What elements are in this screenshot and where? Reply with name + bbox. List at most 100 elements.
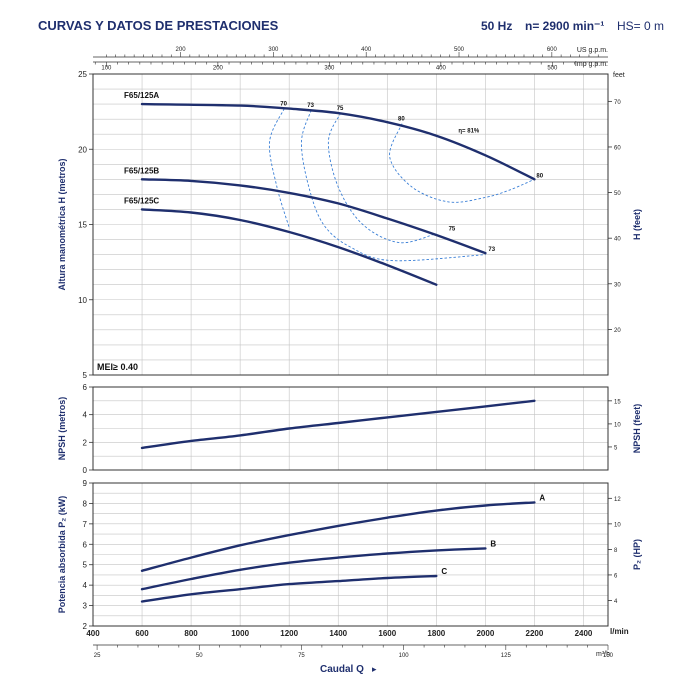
y2-tick-label: 10 xyxy=(614,522,621,528)
feet-unit-label: feet xyxy=(613,72,625,79)
y-tick-label: 8 xyxy=(83,499,88,508)
usgpm-unit-label: US g.p.m. xyxy=(577,47,608,54)
y-tick-label: 9 xyxy=(83,479,88,488)
m3h-tick-label: 150 xyxy=(603,653,614,659)
y2-tick-label: 60 xyxy=(614,145,621,151)
y-axis-label: NPSH (metros) xyxy=(57,397,67,461)
npsh-panel: 0 2 4 6 5 10 15 NPSH (metros) NPSH (feet) xyxy=(57,383,642,475)
panel-frame xyxy=(92,482,609,627)
m3h-tick-label: 100 xyxy=(399,653,410,659)
efficiency-end-label: 80 xyxy=(536,173,543,179)
efficiency-curve-70 xyxy=(268,108,290,228)
impgpm-tick-label: 300 xyxy=(324,66,335,72)
impgpm-tick-label: 400 xyxy=(436,66,447,72)
lmin-tick-label: 1000 xyxy=(231,629,249,638)
y-tick-label: 4 xyxy=(83,411,88,420)
m3h-tick-label: 75 xyxy=(298,653,305,659)
series-label: F65/125C xyxy=(124,196,159,205)
lmin-tick-label: 600 xyxy=(135,629,149,638)
y2-tick-label: 40 xyxy=(614,237,621,243)
hs-label: HS= 0 m xyxy=(617,19,664,33)
lmin-tick-label: 1800 xyxy=(427,629,445,638)
x-axis-arrow-icon: ▸ xyxy=(372,664,377,674)
lmin-tick-label: 1400 xyxy=(329,629,347,638)
y2-tick-label: 30 xyxy=(614,282,621,288)
lmin-tick-label: 400 xyxy=(86,629,100,638)
efficiency-label-80: 80 xyxy=(398,117,405,123)
series-line-a xyxy=(140,501,536,572)
y-axis-label: Altura manométrica H (metros) xyxy=(57,158,67,290)
y-tick-label: 4 xyxy=(83,581,88,590)
y-tick-label: 10 xyxy=(78,296,87,305)
y-tick-label: 3 xyxy=(83,602,88,611)
lmin-tick-label: 1600 xyxy=(378,629,396,638)
y2-tick-label: 70 xyxy=(614,100,621,106)
y-tick-label: 25 xyxy=(78,70,87,79)
y-tick-label: 6 xyxy=(83,540,88,549)
y-tick-label: 15 xyxy=(78,221,87,230)
lmin-tick-label: 800 xyxy=(184,629,198,638)
efficiency-label-70: 70 xyxy=(280,102,287,108)
m3h-tick-label: 125 xyxy=(501,653,512,659)
usgpm-tick-label: 300 xyxy=(268,47,279,53)
lmin-unit-label: l/min xyxy=(610,627,629,636)
y-axis-label: Potencia absorbida P₂ (kW) xyxy=(57,496,67,614)
impgpm-tick-label: 100 xyxy=(101,66,112,72)
usgpm-tick-label: 200 xyxy=(176,47,187,53)
head-panel: 5 10 15 20 25 20 30 40 50 60 70 Altura manométrica … xyxy=(57,70,642,380)
usgpm-tick-label: 400 xyxy=(361,47,372,53)
series-label: C xyxy=(441,567,447,576)
y-tick-label: 6 xyxy=(83,383,88,392)
power-panel: 2 3 4 5 6 7 8 9 4 6 8 10 12 Potencia absorbida P₂ (kW… xyxy=(57,479,642,631)
y2-tick-label: 4 xyxy=(614,599,618,605)
y2-axis-label: H (feet) xyxy=(632,209,642,240)
top-flow-axes: 200 300 400 500 600 100 200 300 400 500 xyxy=(93,47,608,72)
y-tick-label: 7 xyxy=(83,520,88,529)
efficiency-label-75: 75 xyxy=(337,106,344,112)
x-axis-label: Caudal Q xyxy=(320,664,364,675)
efficiency-curve-80 xyxy=(389,123,535,203)
impgpm-tick-label: 500 xyxy=(547,66,558,72)
y-tick-label: 5 xyxy=(83,561,88,570)
usgpm-tick-label: 600 xyxy=(547,47,558,53)
series-line-f65-125b xyxy=(140,178,487,255)
m3h-tick-label: 50 xyxy=(196,653,203,659)
frequency-label: 50 Hz xyxy=(481,19,512,33)
y-tick-label: 20 xyxy=(78,145,87,154)
efficiency-max-label: η= 81% xyxy=(458,129,480,135)
panel-frame xyxy=(92,386,609,471)
series-label: F65/125B xyxy=(124,166,159,175)
m3h-unit-label: m³/h xyxy=(596,651,610,658)
series-line-b xyxy=(140,547,487,591)
speed-label: n= 2900 min⁻¹ xyxy=(525,19,604,33)
efficiency-label-73: 73 xyxy=(307,103,314,109)
impgpm-unit-label: Imp g.p.m. xyxy=(575,61,608,68)
series-label: A xyxy=(539,493,545,502)
series-line-f65-125a xyxy=(140,102,536,181)
y2-tick-label: 5 xyxy=(614,445,618,451)
lmin-tick-label: 2000 xyxy=(476,629,494,638)
series-label: F65/125A xyxy=(124,91,159,100)
y-tick-label: 0 xyxy=(83,466,88,475)
bottom-flow-axes: 400 600 800 1000 1200 1400 1600 1800 2000 2200 240… xyxy=(86,629,613,659)
y-tick-label: 2 xyxy=(83,438,88,447)
efficiency-end-label: 75 xyxy=(449,227,456,233)
efficiency-end-label: 73 xyxy=(488,247,495,253)
efficiency-curve-75 xyxy=(327,112,437,244)
y-tick-label: 5 xyxy=(83,371,88,380)
y2-tick-label: 8 xyxy=(614,548,618,554)
y-tick-label: 2 xyxy=(83,622,88,631)
series-label: B xyxy=(490,539,496,548)
usgpm-tick-label: 500 xyxy=(454,47,465,53)
y2-axis-label: P₂ (HP) xyxy=(632,539,642,570)
lmin-tick-label: 2400 xyxy=(575,629,593,638)
series-line-npsh xyxy=(140,399,536,450)
lmin-tick-label: 1200 xyxy=(280,629,298,638)
y2-tick-label: 20 xyxy=(614,328,621,334)
page-title: CURVAS Y DATOS DE PRESTACIONES xyxy=(38,18,279,33)
series-line-f65-125c xyxy=(140,208,438,286)
efficiency-curve-73 xyxy=(301,109,486,262)
impgpm-tick-label: 200 xyxy=(213,66,224,72)
m3h-tick-label: 25 xyxy=(94,653,101,659)
